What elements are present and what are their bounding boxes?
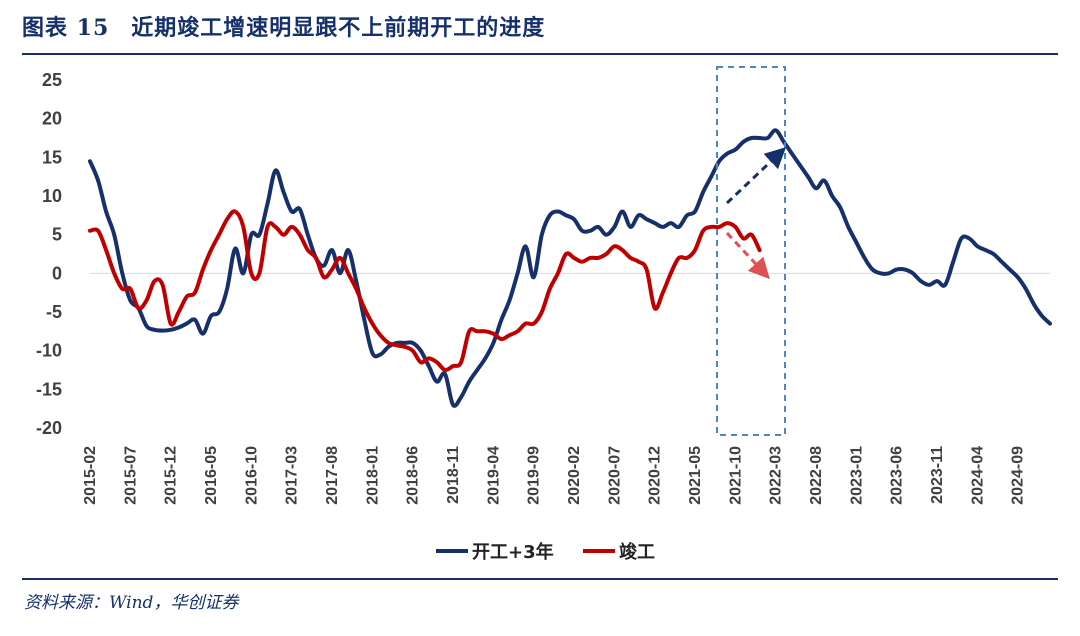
title-divider: [22, 53, 1058, 55]
x-tick-label: 2016-05: [203, 446, 220, 505]
x-tick-label: 2017-08: [324, 446, 341, 505]
x-tick-label: 2018-11: [445, 446, 462, 504]
y-tick-label: 20: [42, 109, 62, 129]
legend-label-2: 竣工: [619, 541, 655, 563]
figure-title-text: 近期竣工增速明显跟不上前期开工的进度: [131, 15, 546, 41]
x-tick-label: 2021-05: [687, 446, 704, 505]
y-tick-label: -20: [36, 418, 62, 438]
series-layer: [88, 128, 1052, 408]
x-tick-label: 2015-02: [82, 446, 99, 505]
x-tick-label: 2022-08: [808, 446, 825, 505]
y-tick-label: 0: [52, 263, 62, 283]
y-tick-label: 15: [42, 147, 62, 167]
x-tick-label: 2021-10: [727, 446, 744, 505]
series-line-1: [88, 128, 1052, 408]
x-tick-label: 2017-03: [284, 446, 301, 505]
trend-arrow-down: [725, 231, 770, 280]
x-tick-label: 2022-03: [768, 446, 785, 505]
x-tick-label: 2023-11: [929, 446, 946, 504]
x-axis: 2015-02 2015-07 2015-12 2016-05 2016-10 2017-…: [82, 446, 1027, 505]
x-tick-label: 2020-07: [606, 446, 623, 505]
y-tick-label: 5: [52, 225, 62, 245]
series-line-2: [88, 209, 762, 373]
source-note: 资料来源：Wind，华创证券: [24, 593, 239, 613]
footer-divider: [22, 578, 1058, 580]
x-tick-label: 2023-06: [889, 446, 906, 505]
x-tick-label: 2019-04: [485, 446, 502, 505]
y-tick-label: 10: [42, 186, 62, 206]
x-tick-label: 2018-06: [405, 446, 422, 505]
y-tick-label: -15: [36, 379, 62, 399]
y-tick-label: -5: [46, 302, 62, 322]
x-tick-label: 2015-12: [163, 446, 180, 505]
x-tick-label: 2019-09: [526, 446, 543, 505]
x-tick-label: 2024-09: [1010, 446, 1027, 505]
y-axis: 25 20 15 10 5 0 -5 -10 -15 -20: [36, 70, 62, 438]
y-tick-label: 25: [42, 70, 62, 90]
x-tick-label: 2016-10: [243, 446, 260, 505]
x-tick-label: 2020-02: [566, 446, 583, 505]
figure-title: 图表 15 近期竣工增速明显跟不上前期开工的进度: [22, 6, 1058, 46]
x-tick-label: 2020-12: [647, 446, 664, 505]
x-tick-label: 2015-07: [122, 446, 139, 505]
y-tick-label: -10: [36, 341, 62, 361]
x-tick-label: 2024-04: [969, 446, 986, 505]
x-tick-label: 2023-01: [848, 446, 865, 505]
x-tick-label: 2018-01: [364, 446, 381, 505]
legend: 开工+3年 竣工: [436, 541, 655, 563]
trend-arrow-up: [725, 147, 787, 205]
figure-number: 图表 15: [22, 15, 110, 41]
highlight-box: [716, 66, 786, 436]
legend-label-1: 开工+3年: [472, 541, 554, 563]
